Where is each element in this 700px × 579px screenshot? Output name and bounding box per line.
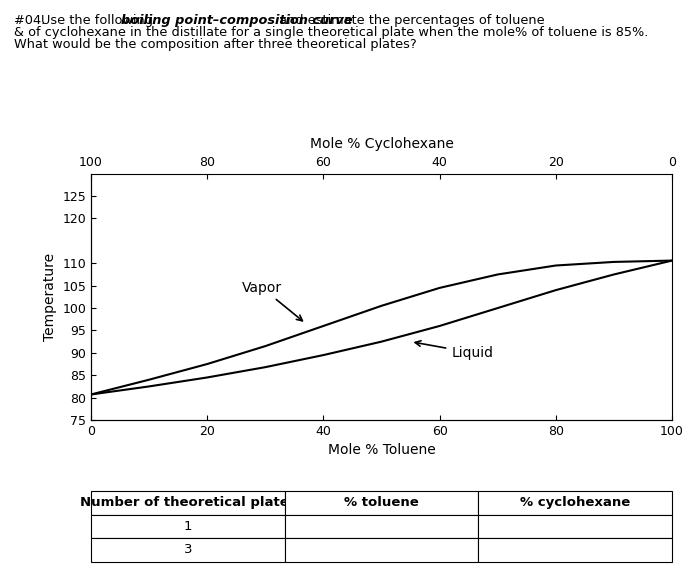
Text: What would be the composition after three theoretical plates?: What would be the composition after thre… bbox=[14, 38, 416, 50]
Text: Use the following: Use the following bbox=[41, 14, 157, 27]
Text: and estimate the percentages of toluene: and estimate the percentages of toluene bbox=[275, 14, 545, 27]
Text: boiling point–composition curve: boiling point–composition curve bbox=[121, 14, 353, 27]
X-axis label: Mole % Toluene: Mole % Toluene bbox=[328, 444, 435, 457]
X-axis label: Mole % Cyclohexane: Mole % Cyclohexane bbox=[309, 137, 454, 151]
Text: Vapor: Vapor bbox=[242, 281, 302, 321]
Text: & of cyclohexane in the distillate for a single theoretical plate when the mole%: & of cyclohexane in the distillate for a… bbox=[14, 26, 648, 39]
Text: #04.: #04. bbox=[14, 14, 50, 27]
Text: Liquid: Liquid bbox=[415, 340, 493, 360]
Y-axis label: Temperature: Temperature bbox=[43, 253, 57, 341]
